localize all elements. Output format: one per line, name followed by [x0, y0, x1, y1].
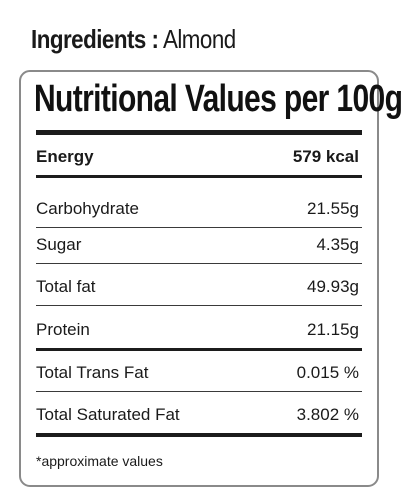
- saturated-fat-label: Total Saturated Fat: [36, 405, 180, 424]
- protein-label: Protein: [36, 320, 90, 339]
- row-divider: [36, 227, 362, 228]
- energy-divider: [36, 175, 362, 178]
- trans-fat-label: Total Trans Fat: [36, 363, 149, 382]
- row-divider: [36, 391, 362, 392]
- energy-label: Energy: [36, 147, 94, 166]
- bottom-divider: [36, 433, 362, 437]
- row-divider: [36, 263, 362, 264]
- heading-divider: [36, 130, 362, 135]
- carbohydrate-label: Carbohydrate: [36, 199, 140, 218]
- trans-fat-value: 0.015 %: [296, 363, 359, 382]
- ingredients-label: Ingredients :: [31, 24, 159, 54]
- footnote: *approximate values: [36, 453, 163, 469]
- nutrition-panel: Nutritional Values per 100g* Energy 579 …: [19, 70, 401, 487]
- carbohydrate-value: 21.55g: [307, 199, 359, 218]
- ingredients-value: Almond: [162, 24, 236, 54]
- energy-value: 579 kcal: [292, 147, 359, 166]
- total-fat-value: 49.93g: [307, 277, 359, 296]
- sugar-value: 4.35g: [316, 235, 359, 254]
- sugar-label: Sugar: [36, 235, 82, 254]
- row-divider: [36, 305, 362, 306]
- protein-divider: [36, 348, 362, 351]
- ingredients-line: Ingredients : Almond: [31, 24, 236, 55]
- protein-value: 21.15g: [307, 320, 359, 339]
- panel-heading: Nutritional Values per 100g*: [34, 78, 401, 120]
- total-fat-label: Total fat: [36, 277, 96, 296]
- saturated-fat-value: 3.802 %: [296, 405, 359, 424]
